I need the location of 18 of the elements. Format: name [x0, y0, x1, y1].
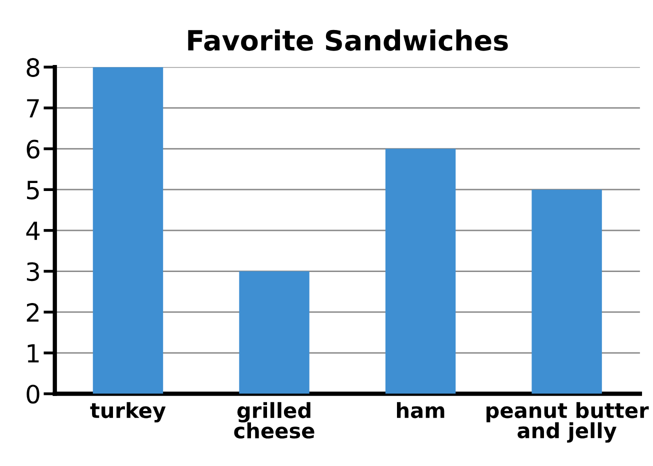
x-tick-label: peanut butter and jelly: [486, 402, 649, 443]
x-tick-label: ham: [396, 402, 444, 418]
y-tick-label: 0: [26, 384, 40, 404]
y-tick-label: 8: [26, 58, 40, 77]
y-tick-label: 2: [26, 303, 38, 322]
bar: [532, 190, 602, 394]
bar: [239, 271, 310, 394]
x-tick-label: turkey: [90, 402, 166, 422]
y-tick-label: 6: [26, 140, 40, 159]
y-tick-label: 3: [26, 262, 39, 282]
bar: [92, 67, 164, 394]
y-tick-label: 7: [27, 99, 39, 118]
y-tick-label: 1: [28, 344, 39, 362]
y-tick-label: 4: [26, 222, 40, 240]
y-tick-label: 5: [26, 180, 39, 200]
bar: [385, 148, 456, 394]
x-tick-label: grilled cheese: [234, 402, 314, 439]
chart-title: Favorite Sandwiches: [188, 29, 508, 51]
